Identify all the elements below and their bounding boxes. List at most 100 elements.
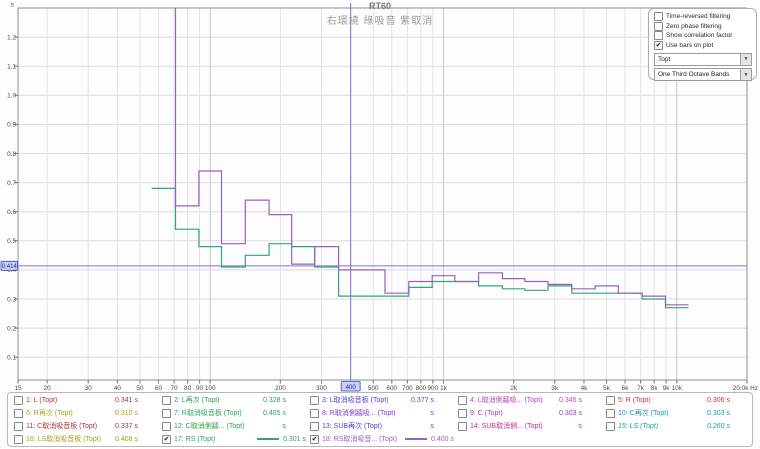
measurement-label[interactable]: 6: R再次 (Topt): [26, 410, 73, 417]
series-rs-cancelled-line: [174, 8, 689, 306]
legend-checkbox[interactable]: [458, 395, 467, 405]
legend-checkbox[interactable]: [310, 408, 319, 418]
svg-text:100: 100: [205, 385, 216, 392]
measurement-label[interactable]: 16: LS取消吸音板 (Topt): [26, 436, 102, 443]
measurement-label[interactable]: 18: RS取消吸音... (Topt): [322, 436, 398, 443]
legend-checkbox[interactable]: [14, 395, 23, 405]
legend-entry-3: 3: L取消吸音板 (Topt) 0.377 s: [306, 394, 454, 407]
checkbox-label: Time-reversed filtering: [666, 13, 731, 21]
legend-entry-1: 1: L (Topt) 0.341 s: [10, 394, 158, 407]
legend-entry-18: ✔ 18: RS取消吸音... (Topt) 0.400 s: [306, 433, 454, 446]
svg-text:7k: 7k: [637, 385, 645, 392]
legend-checkbox[interactable]: [14, 434, 23, 444]
measurement-label[interactable]: 12: C取消側牆... (Topt): [174, 423, 245, 430]
legend-entry-14: 14: SUB取消側... (Topt) s: [454, 420, 602, 433]
svg-text:0.6: 0.6: [7, 209, 16, 216]
svg-text:200: 200: [275, 385, 286, 392]
checkbox-show-correlation-factor[interactable]: Show correlation factor: [654, 31, 752, 41]
measurement-label[interactable]: 17: RS (Topt): [174, 435, 216, 443]
legend-checkbox[interactable]: ✔: [310, 434, 319, 444]
measurement-label[interactable]: 3: L取消吸音板 (Topt): [322, 397, 389, 404]
series-rs-line: [151, 187, 689, 309]
legend-checkbox[interactable]: [14, 408, 23, 418]
legend-checkbox[interactable]: [606, 421, 615, 431]
chart-title: RT60: [368, 1, 391, 11]
legend-entry-15: 15: LS (Topt) 0.260 s: [602, 420, 750, 433]
checkbox-icon[interactable]: [654, 12, 663, 22]
legend-entry-10: 10: C再次 (Topt) 0.303 s: [602, 407, 750, 420]
dropdown-value: One Third Octave Bands: [658, 71, 730, 79]
svg-text:2k: 2k: [510, 385, 518, 392]
measurement-value: 0.260 s: [707, 422, 730, 430]
measurement-label[interactable]: 13: SUB再次 (Topt): [322, 423, 382, 430]
controls-panel: Time-reversed filtering Zero phase filte…: [648, 8, 757, 82]
chevron-down-icon[interactable]: ▼: [740, 53, 751, 65]
svg-text:4k: 4k: [581, 385, 589, 392]
checkbox-use-bars-on-plot[interactable]: ✔ Use bars on plot: [654, 41, 752, 51]
cursor-x-readout: 400: [340, 381, 361, 392]
measurement-value: s: [430, 409, 435, 417]
measurement-value: s: [578, 422, 583, 430]
checkbox-time-reversed-filtering[interactable]: Time-reversed filtering: [654, 12, 752, 22]
measurement-label[interactable]: 10: C再次 (Topt): [618, 410, 669, 417]
measurement-label[interactable]: 4: L取消側牆吸... (Topt): [470, 397, 543, 404]
svg-text:30: 30: [85, 385, 93, 392]
svg-text:10k: 10k: [672, 385, 683, 392]
svg-text:0.2: 0.2: [7, 325, 16, 332]
axis-labels: s0.10.20.30.40.50.60.70.80.91.01.11.2152…: [7, 2, 758, 393]
chart-subtitle: 右環繞 綠吸音 紫取消: [326, 16, 434, 27]
legend-entry-5: 5: R (Topt) 0.306 s: [602, 394, 750, 407]
svg-text:0.3: 0.3: [7, 296, 16, 303]
legend-checkbox[interactable]: [606, 395, 615, 405]
legend-checkbox[interactable]: [310, 421, 319, 431]
measurement-label[interactable]: 7: R取消吸音板 (Topt): [174, 410, 242, 417]
svg-text:90: 90: [196, 385, 204, 392]
measurement-label[interactable]: 1: L (Topt): [26, 396, 58, 404]
svg-text:900: 900: [427, 385, 438, 392]
legend-checkbox[interactable]: ✔: [162, 434, 171, 444]
chevron-down-icon[interactable]: ▼: [740, 69, 751, 81]
svg-text:0.1: 0.1: [7, 355, 16, 362]
legend-checkbox[interactable]: [310, 395, 319, 405]
measurement-value: s: [430, 422, 435, 430]
checkbox-zero-phase-filtering[interactable]: Zero phase filtering: [654, 21, 752, 32]
measurement-value: s: [282, 422, 287, 430]
measurement-value: 0.400 s: [431, 435, 454, 443]
legend-checkbox[interactable]: [606, 408, 615, 418]
svg-text:5k: 5k: [603, 385, 611, 392]
legend-checkbox[interactable]: [458, 408, 467, 418]
legend-entry-6: 6: R再次 (Topt) 0.310 s: [10, 407, 158, 420]
measurement-label[interactable]: 15: LS (Topt): [618, 422, 659, 430]
legend-checkbox[interactable]: [162, 408, 171, 418]
measurement-label[interactable]: 2: L再次 (Topt): [174, 397, 220, 404]
legend-checkbox[interactable]: [162, 395, 171, 405]
octave-bands-dropdown[interactable]: One Third Octave Bands ▼: [654, 68, 752, 82]
measurement-value: 0.341 s: [115, 396, 138, 404]
checkbox-icon[interactable]: ✔: [654, 41, 663, 51]
legend-checkbox[interactable]: [14, 421, 23, 431]
measurement-label[interactable]: 5: R (Topt): [618, 396, 651, 404]
measurement-value: 0.328 s: [263, 396, 286, 404]
checkbox-icon[interactable]: [654, 31, 663, 41]
svg-text:800: 800: [416, 385, 427, 392]
checkbox-icon[interactable]: [654, 21, 663, 31]
svg-text:15: 15: [14, 385, 22, 392]
svg-text:40: 40: [114, 385, 122, 392]
svg-text:70: 70: [171, 385, 179, 392]
trace-line-swatch: [257, 438, 280, 440]
measurement-value: 0.408 s: [115, 435, 138, 443]
legend-checkbox[interactable]: [458, 421, 467, 431]
svg-text:600: 600: [386, 385, 397, 392]
legend-entry-9: 9: C (Topt) 0.303 s: [454, 407, 602, 420]
cursor-y-readout: 0.414: [0, 260, 18, 271]
measurement-label[interactable]: 9: C (Topt): [470, 409, 503, 417]
rt60-metric-dropdown[interactable]: Topt ▼: [654, 52, 752, 66]
svg-text:1k: 1k: [440, 385, 448, 392]
svg-text:0.9: 0.9: [7, 122, 16, 129]
measurement-label[interactable]: 14: SUB取消側... (Topt): [470, 423, 543, 430]
measurement-label[interactable]: 8: R取消側牆吸... (Topt): [322, 410, 396, 417]
measurement-label[interactable]: 11: C取消吸音板 (Topt): [26, 423, 98, 430]
legend-checkbox[interactable]: [162, 421, 171, 431]
